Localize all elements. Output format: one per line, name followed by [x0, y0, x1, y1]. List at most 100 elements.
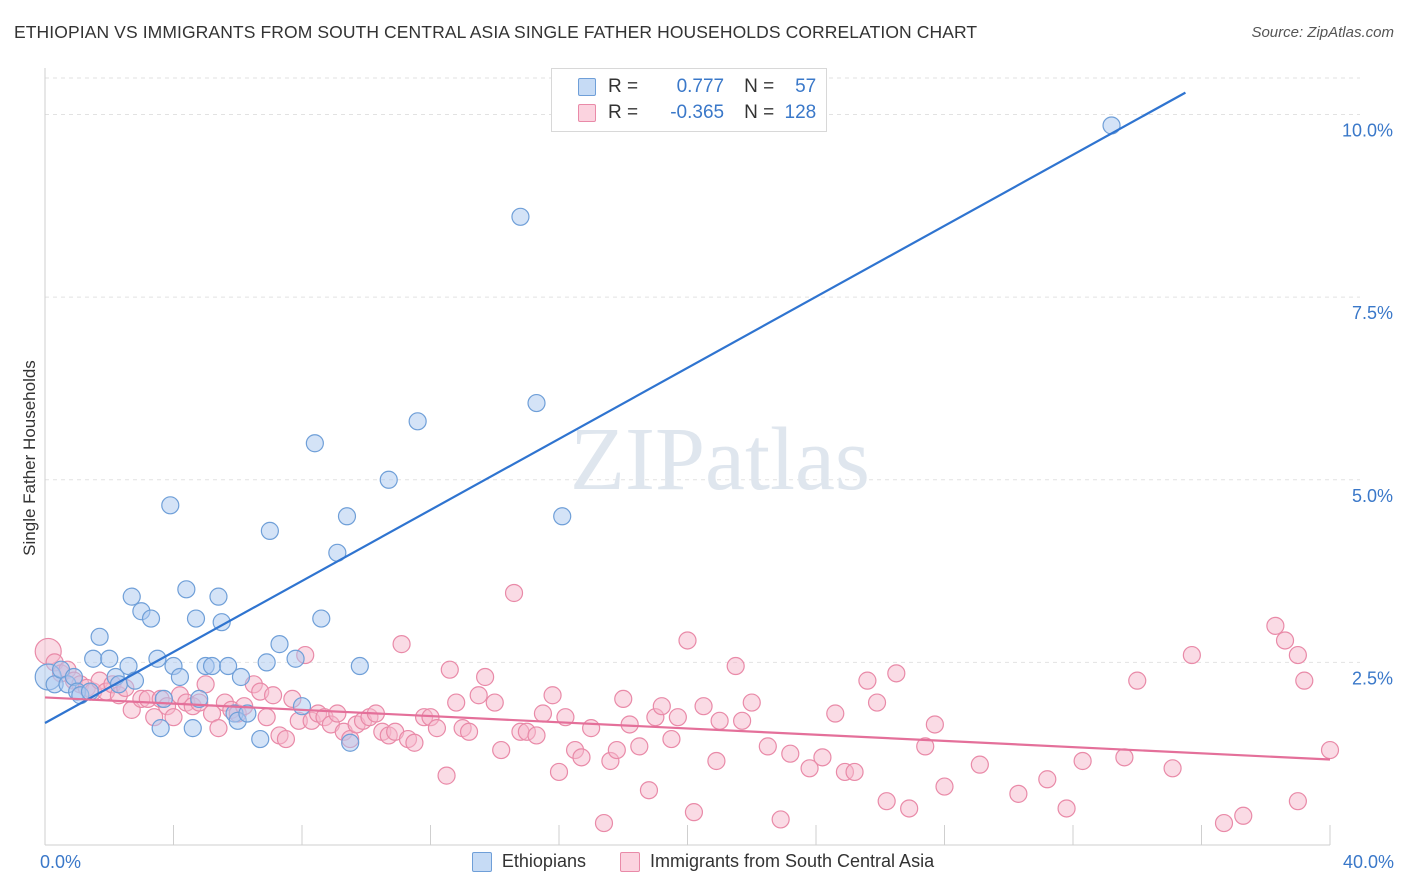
ethiopians-point — [183, 719, 202, 738]
south-central-asia-point — [437, 766, 456, 785]
ethiopians-point — [231, 667, 251, 687]
ethiopians-point — [260, 521, 279, 540]
ethiopians-point — [251, 729, 270, 749]
south-central-asia-point — [164, 708, 183, 727]
ethiopians-point — [527, 393, 546, 413]
y-tick-labels: 2.5% 5.0% 7.5% 10.0% — [1342, 121, 1393, 689]
south-central-asia-point — [572, 748, 591, 767]
south-central-asia-point — [652, 697, 671, 716]
legend-swatch-blue — [471, 851, 492, 872]
source-label: Source: ZipAtlas.com — [1251, 24, 1394, 41]
x-tick-label-max: 40.0% — [1342, 852, 1394, 872]
south-central-asia-point — [742, 693, 761, 712]
south-central-asia-point — [527, 726, 546, 745]
south-central-asia-point — [800, 759, 819, 778]
south-central-asia-point — [1288, 792, 1307, 811]
legend-r-label: R = — [608, 76, 639, 97]
ethiopians-point — [270, 635, 289, 654]
south-central-asia-point — [492, 740, 511, 760]
south-central-asia-point — [1115, 748, 1134, 767]
south-central-asia-point — [594, 813, 614, 833]
ethiopians-point — [154, 689, 173, 709]
ethiopians-point — [170, 667, 190, 687]
ethiopians-point — [337, 507, 357, 526]
south-central-asia-point — [476, 667, 495, 687]
south-central-asia-point — [845, 762, 864, 782]
watermark: ZIPatlas — [570, 410, 870, 509]
south-central-asia-point — [485, 693, 504, 712]
ethiopians-point — [190, 689, 209, 709]
south-central-asia-point — [543, 686, 562, 705]
legend-label-south-central-asia: Immigrants from South Central Asia — [649, 851, 935, 871]
legend-r-value: -0.365 — [670, 102, 725, 123]
south-central-asia-point — [1214, 813, 1234, 833]
legend-swatch-blue — [578, 78, 596, 96]
south-central-asia-point — [733, 711, 752, 730]
legend-row-ethiopians: R = 0.777 N = 57 — [578, 75, 816, 99]
south-central-asia-point — [1266, 616, 1285, 635]
south-central-asia-point — [582, 719, 601, 738]
south-central-asia-point — [1234, 806, 1253, 825]
south-central-asia-point — [694, 697, 713, 716]
ethiopians-point — [177, 580, 196, 599]
south-central-asia-point — [276, 729, 296, 749]
south-central-asia-point — [813, 748, 832, 767]
south-central-asia-point — [758, 737, 777, 756]
south-central-asia-point — [504, 583, 524, 603]
south-central-asia-point — [1163, 759, 1182, 778]
ethiopians-point — [257, 653, 276, 672]
chart-title: ETHIOPIAN VS IMMIGRANTS FROM SOUTH CENTR… — [14, 22, 978, 42]
ethiopians-point — [408, 412, 427, 431]
series-legend: Ethiopians Immigrants from South Central… — [0, 851, 1406, 872]
south-central-asia-point — [877, 792, 896, 811]
ethiopians-point — [209, 587, 228, 606]
south-central-asia-point — [925, 715, 944, 734]
ethiopians-point — [305, 434, 324, 453]
south-central-asia-point — [916, 737, 935, 756]
south-central-asia-point — [707, 751, 726, 771]
south-central-asia-point — [1275, 631, 1295, 650]
south-central-asia-point — [1057, 799, 1076, 818]
legend-item-south-central-asia: Immigrants from South Central Asia — [619, 851, 935, 872]
ethiopians-point — [341, 733, 360, 752]
south-central-asia-point — [1038, 770, 1057, 789]
south-central-asia-point — [662, 729, 681, 749]
south-central-asia-point — [726, 656, 745, 676]
south-central-asia-point — [447, 693, 466, 712]
south-central-asia-point — [427, 719, 447, 738]
south-central-asia-point — [771, 810, 790, 829]
south-central-asia-point — [1128, 671, 1147, 690]
ethiopians-point — [125, 671, 145, 690]
ethiopians-point — [292, 697, 312, 716]
south-central-asia-point — [781, 744, 800, 763]
trend-line-ethiopians — [44, 91, 1186, 724]
south-central-asia-point — [440, 660, 459, 679]
legend-row-south-central-asia: R = -0.365 N = 128 — [578, 101, 816, 125]
south-central-asia-point — [328, 704, 347, 723]
ethiopians-point — [100, 649, 119, 668]
legend-item-ethiopians: Ethiopians — [471, 851, 586, 872]
south-central-asia-point — [684, 803, 704, 822]
south-central-asia-point — [257, 708, 276, 727]
ethiopians-point — [202, 656, 222, 676]
ethiopians-point — [186, 609, 206, 628]
south-central-asia-point — [858, 671, 877, 690]
south-central-asia-point — [1320, 740, 1340, 760]
ethiopians-point — [90, 627, 109, 646]
legend-swatch-pink — [578, 104, 596, 122]
trend-line-south-central-asia — [44, 696, 1331, 761]
south-central-asia-point — [970, 755, 989, 774]
south-central-asia-point — [887, 664, 906, 683]
ethiopians-point — [151, 719, 170, 738]
ethiopians-point — [238, 704, 257, 723]
south-central-asia-point — [459, 722, 479, 741]
axis-layer — [44, 68, 1331, 846]
ethiopians-point — [312, 609, 331, 628]
series-ethiopians — [34, 116, 1121, 752]
south-central-asia-point — [1182, 645, 1201, 665]
legend-n-label: N = — [744, 102, 775, 123]
south-central-asia-point — [1288, 645, 1307, 665]
ethiopians-point — [553, 507, 572, 526]
south-central-asia-point — [1009, 784, 1028, 803]
